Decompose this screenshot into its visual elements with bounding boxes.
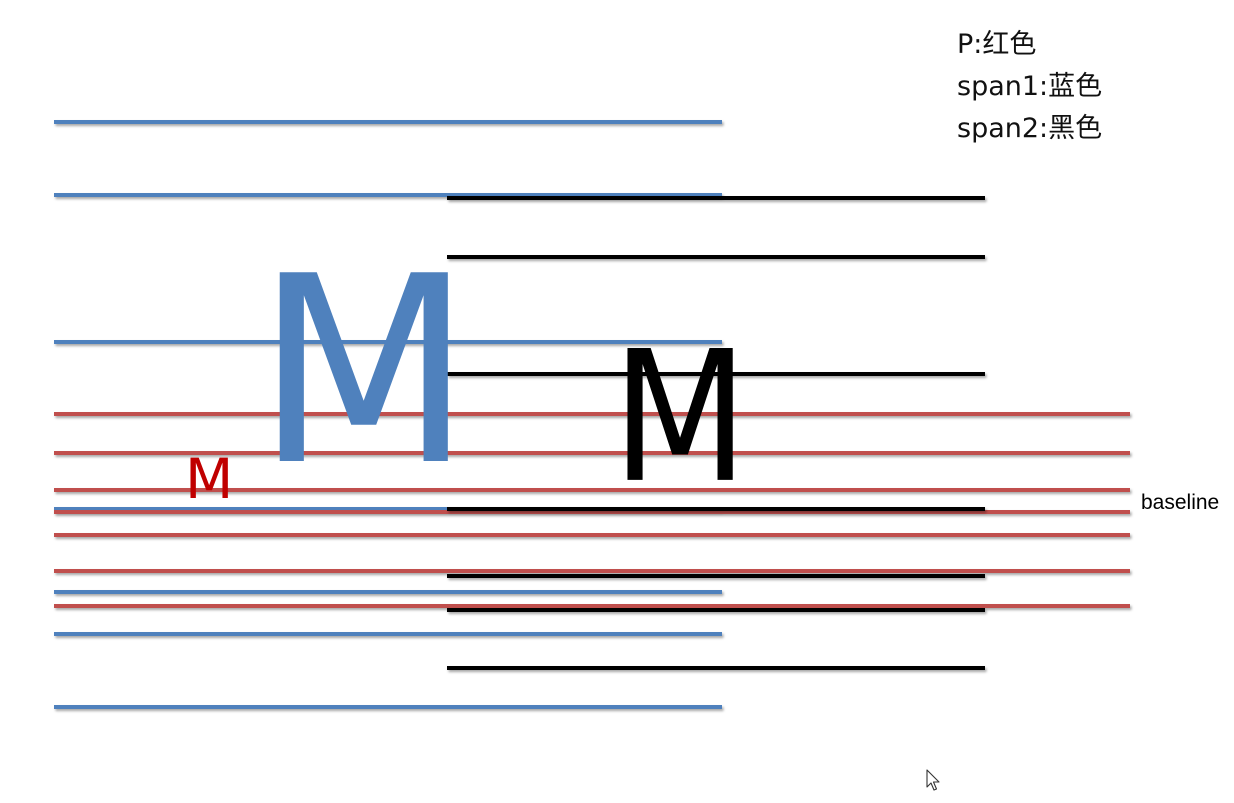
- legend-line-span1: span1:蓝色: [957, 71, 1103, 102]
- p-lines: [54, 412, 1130, 608]
- mouse-pointer-icon: [926, 769, 940, 791]
- baseline-label: baseline: [1141, 491, 1220, 514]
- span1-letter-m: M: [255, 220, 473, 523]
- color-legend: P:红色 span1:蓝色 span2:黑色: [957, 24, 1102, 150]
- p-letter-m: M: [185, 448, 234, 512]
- span2-lines: [447, 196, 985, 670]
- span1-lines: [54, 120, 722, 709]
- span2-letter-m: M: [612, 312, 749, 523]
- legend-line-span2: span2:黑色: [957, 113, 1103, 144]
- legend-line-p: P:红色: [957, 29, 1037, 60]
